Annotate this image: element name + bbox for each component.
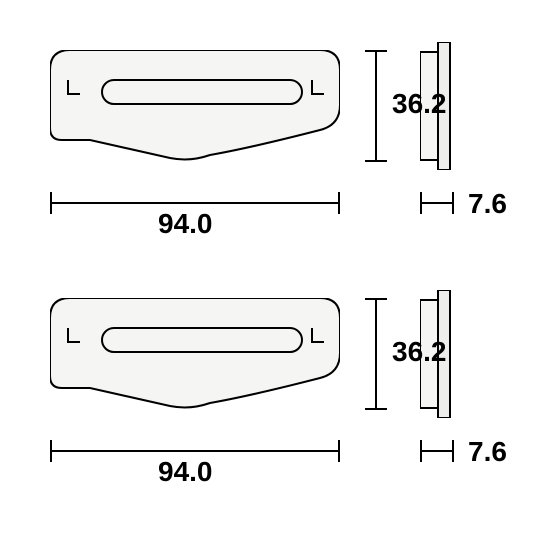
dim-tick xyxy=(452,192,454,214)
dim-tick xyxy=(365,408,387,410)
dim-label-width-bottom: 94.0 xyxy=(158,456,213,488)
dim-line-height-bottom xyxy=(375,298,377,410)
dim-tick xyxy=(50,440,52,462)
dim-tick xyxy=(365,50,387,52)
dim-tick xyxy=(420,192,422,214)
dim-tick xyxy=(50,192,52,214)
dim-line-width-top xyxy=(50,202,340,204)
diagram-canvas: 94.0 36.2 7.6 94.0 36.2 7.6 xyxy=(0,0,560,543)
dim-tick xyxy=(365,298,387,300)
dim-line-width-bottom xyxy=(50,450,340,452)
dim-tick xyxy=(338,440,340,462)
dim-label-width-top: 94.0 xyxy=(158,208,213,240)
dim-tick xyxy=(338,192,340,214)
dim-label-height-top: 36.2 xyxy=(392,88,447,120)
dim-label-thick-top: 7.6 xyxy=(468,188,507,220)
dim-tick xyxy=(452,440,454,462)
brake-pad-front-top xyxy=(50,50,340,162)
dim-tick xyxy=(365,160,387,162)
dim-label-thick-bottom: 7.6 xyxy=(468,436,507,468)
dim-label-height-bottom: 36.2 xyxy=(392,336,447,368)
dim-line-thick-bottom xyxy=(420,450,454,452)
dim-line-thick-top xyxy=(420,202,454,204)
brake-pad-front-bottom xyxy=(50,298,340,410)
dim-line-height-top xyxy=(375,50,377,162)
dim-tick xyxy=(420,440,422,462)
